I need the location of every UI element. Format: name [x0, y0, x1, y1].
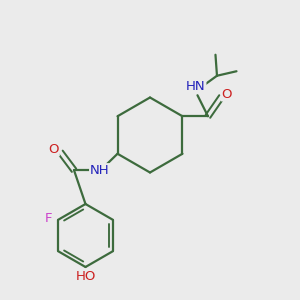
Text: HO: HO — [75, 270, 96, 283]
Text: O: O — [49, 143, 59, 156]
Text: O: O — [222, 88, 232, 101]
Text: HN: HN — [186, 80, 206, 93]
Text: NH: NH — [90, 164, 109, 177]
Text: F: F — [45, 212, 52, 225]
